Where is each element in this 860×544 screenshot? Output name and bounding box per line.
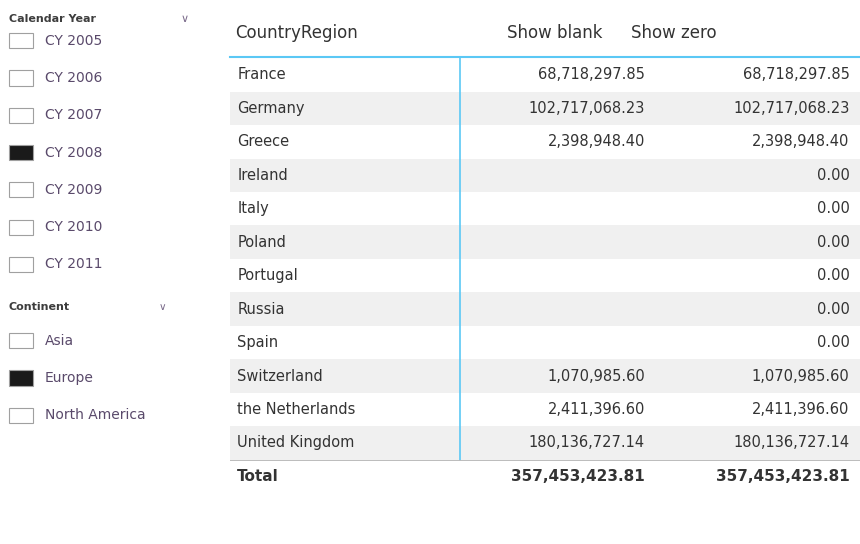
FancyBboxPatch shape: [9, 145, 33, 160]
Text: 0.00: 0.00: [817, 335, 850, 350]
FancyBboxPatch shape: [9, 108, 33, 123]
Text: France: France: [237, 67, 286, 83]
Text: CY 2006: CY 2006: [45, 71, 102, 85]
Text: CY 2005: CY 2005: [45, 34, 102, 48]
Text: Portugal: Portugal: [237, 268, 298, 283]
FancyBboxPatch shape: [9, 219, 33, 235]
Text: United Kingdom: United Kingdom: [237, 435, 354, 450]
FancyBboxPatch shape: [9, 370, 33, 386]
Text: Calendar Year: Calendar Year: [9, 14, 95, 23]
Text: CY 2011: CY 2011: [45, 257, 102, 271]
FancyBboxPatch shape: [9, 70, 33, 85]
Text: 2,411,396.60: 2,411,396.60: [548, 402, 645, 417]
FancyBboxPatch shape: [9, 408, 33, 423]
Text: 102,717,068.23: 102,717,068.23: [734, 101, 850, 116]
Text: Russia: Russia: [237, 301, 285, 317]
Text: Germany: Germany: [237, 101, 304, 116]
Text: Ireland: Ireland: [237, 168, 288, 183]
FancyBboxPatch shape: [9, 182, 33, 197]
Text: 68,718,297.85: 68,718,297.85: [538, 67, 645, 83]
Text: 68,718,297.85: 68,718,297.85: [743, 67, 850, 83]
Text: 180,136,727.14: 180,136,727.14: [734, 435, 850, 450]
Bar: [230, 225, 860, 259]
Text: Switzerland: Switzerland: [237, 368, 323, 384]
Text: Total: Total: [237, 469, 280, 484]
Text: North America: North America: [45, 409, 145, 422]
Text: ∨: ∨: [159, 302, 167, 312]
Text: Greece: Greece: [237, 134, 290, 150]
Text: 2,398,948.40: 2,398,948.40: [548, 134, 645, 150]
Bar: [230, 359, 860, 393]
Text: CY 2007: CY 2007: [45, 108, 102, 122]
Text: 357,453,423.81: 357,453,423.81: [511, 469, 645, 484]
Text: 1,070,985.60: 1,070,985.60: [752, 368, 850, 384]
Bar: [230, 159, 860, 192]
Text: 2,398,948.40: 2,398,948.40: [752, 134, 850, 150]
Text: the Netherlands: the Netherlands: [237, 402, 356, 417]
Text: 102,717,068.23: 102,717,068.23: [529, 101, 645, 116]
Text: 0.00: 0.00: [817, 301, 850, 317]
Text: Show zero: Show zero: [631, 24, 717, 42]
Text: 180,136,727.14: 180,136,727.14: [529, 435, 645, 450]
Text: ∨: ∨: [181, 14, 188, 23]
FancyBboxPatch shape: [9, 333, 33, 349]
Text: Italy: Italy: [237, 201, 269, 217]
Text: 0.00: 0.00: [817, 234, 850, 250]
Text: Continent: Continent: [9, 302, 70, 312]
Text: 0.00: 0.00: [817, 168, 850, 183]
Text: CountryRegion: CountryRegion: [235, 24, 358, 42]
Text: Europe: Europe: [45, 371, 94, 385]
Text: Spain: Spain: [237, 335, 279, 350]
FancyBboxPatch shape: [9, 33, 33, 48]
Text: 2,411,396.60: 2,411,396.60: [752, 402, 850, 417]
Text: 357,453,423.81: 357,453,423.81: [716, 469, 850, 484]
Text: CY 2008: CY 2008: [45, 146, 102, 159]
Bar: [230, 91, 860, 125]
Bar: [230, 293, 860, 326]
FancyBboxPatch shape: [9, 257, 33, 272]
Text: Asia: Asia: [45, 334, 74, 348]
Text: 0.00: 0.00: [817, 201, 850, 217]
Text: Show blank: Show blank: [507, 24, 603, 42]
Bar: [230, 426, 860, 460]
Text: Poland: Poland: [237, 234, 286, 250]
Text: 0.00: 0.00: [817, 268, 850, 283]
Text: CY 2009: CY 2009: [45, 183, 102, 197]
Text: 1,070,985.60: 1,070,985.60: [547, 368, 645, 384]
Text: CY 2010: CY 2010: [45, 220, 102, 234]
